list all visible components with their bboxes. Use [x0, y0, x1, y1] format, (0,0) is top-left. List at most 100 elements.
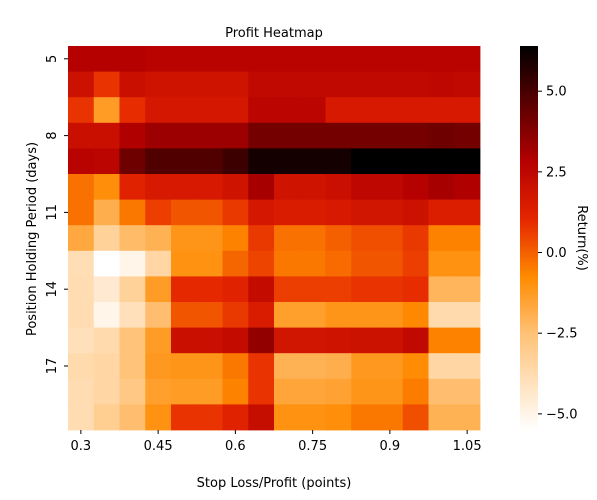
heatmap-cell — [222, 174, 249, 200]
heatmap-cell — [454, 71, 481, 98]
heatmap-cell — [325, 148, 352, 175]
heatmap-cell — [119, 71, 146, 98]
colorbar-tick-label: 5.0 — [546, 85, 567, 100]
heatmap-cell — [402, 46, 429, 72]
heatmap-cell — [299, 302, 326, 328]
heatmap-cell — [351, 276, 378, 303]
heatmap-cell — [274, 71, 301, 98]
heatmap-cell — [377, 302, 404, 328]
heatmap-cell — [119, 250, 146, 277]
heatmap-cell — [274, 327, 301, 354]
y-tick-label: 14 — [45, 281, 60, 298]
colorbar-tick-label: −5.0 — [546, 407, 578, 422]
chart-title: Profit Heatmap — [225, 26, 323, 41]
heatmap-cell — [93, 122, 120, 149]
heatmap-cell — [428, 97, 455, 124]
heatmap-cell — [325, 250, 352, 277]
heatmap-cell — [93, 174, 120, 200]
heatmap-cell — [93, 302, 120, 328]
heatmap-cell — [68, 378, 95, 405]
heatmap-cell — [351, 353, 378, 380]
heatmap-cell — [93, 378, 120, 405]
heatmap-cell — [299, 276, 326, 303]
heatmap-cell — [222, 302, 249, 328]
heatmap-cell — [454, 46, 481, 72]
y-tick-label: 5 — [45, 55, 60, 63]
heatmap-cell — [145, 46, 172, 72]
heatmap-cell — [428, 46, 455, 72]
heatmap-cell — [196, 199, 223, 226]
heatmap-cell — [402, 148, 429, 175]
heatmap-cell — [119, 302, 146, 328]
heatmap-cell — [68, 199, 95, 226]
heatmap-cell — [274, 302, 301, 328]
x-tick-label: 1.05 — [453, 439, 482, 454]
heatmap-cell — [428, 327, 455, 354]
heatmap-cell — [325, 327, 352, 354]
heatmap-cell — [454, 276, 481, 303]
heatmap-cell — [377, 378, 404, 405]
heatmap-cell — [68, 174, 95, 200]
heatmap-cell — [428, 199, 455, 226]
heatmap-cell — [454, 404, 481, 431]
heatmap-cell — [171, 276, 198, 303]
heatmap-cell — [93, 199, 120, 226]
heatmap-cell — [196, 353, 223, 380]
heatmap-cell — [325, 122, 352, 149]
heatmap-cell — [171, 353, 198, 380]
heatmap-cell — [68, 327, 95, 354]
heatmap-cell — [351, 97, 378, 124]
heatmap-cell — [299, 404, 326, 431]
heatmap-cell — [351, 404, 378, 431]
heatmap-cell — [377, 276, 404, 303]
heatmap-cell — [377, 404, 404, 431]
heatmap-cell — [196, 302, 223, 328]
heatmap-cell — [325, 302, 352, 328]
heatmap-cell — [222, 97, 249, 124]
heatmap-cell — [248, 71, 275, 98]
heatmap-cell — [196, 97, 223, 124]
heatmap-cell — [68, 97, 95, 124]
colorbar — [520, 46, 538, 430]
heatmap-cell — [402, 276, 429, 303]
heatmap-cell — [171, 174, 198, 200]
heatmap-cell — [299, 225, 326, 252]
heatmap-cell — [454, 225, 481, 252]
heatmap-cell — [248, 225, 275, 252]
heatmap-cell — [454, 378, 481, 405]
heatmap-cell — [248, 276, 275, 303]
heatmap-cell — [119, 353, 146, 380]
heatmap-cell — [325, 225, 352, 252]
heatmap-cell — [196, 46, 223, 72]
heatmap-cell — [248, 148, 275, 175]
heatmap-cell — [299, 46, 326, 72]
heatmap-cell — [377, 199, 404, 226]
heatmap-cell — [196, 148, 223, 175]
heatmap-cell — [274, 97, 301, 124]
heatmap-cell — [222, 148, 249, 175]
heatmap-cell — [68, 148, 95, 175]
heatmap-cell — [196, 122, 223, 149]
heatmap-cell — [68, 122, 95, 149]
heatmap-cell — [454, 97, 481, 124]
heatmap-cell — [454, 302, 481, 328]
heatmap-cell — [119, 276, 146, 303]
heatmap-cell — [222, 46, 249, 72]
heatmap-cell — [299, 148, 326, 175]
x-tick-label: 0.6 — [225, 439, 246, 454]
heatmap-cell — [274, 122, 301, 149]
heatmap-cell — [171, 122, 198, 149]
heatmap-cell — [196, 225, 223, 252]
heatmap-cell — [402, 250, 429, 277]
heatmap-cell — [145, 174, 172, 200]
heatmap-cell — [248, 353, 275, 380]
heatmap-cell — [171, 97, 198, 124]
heatmap-cell — [454, 174, 481, 200]
heatmap-cell — [299, 250, 326, 277]
heatmap-cell — [402, 71, 429, 98]
heatmap-cell — [171, 225, 198, 252]
colorbar-tick-label: 0.0 — [546, 246, 567, 261]
heatmap-cell — [222, 404, 249, 431]
heatmap-cell — [248, 302, 275, 328]
heatmap-cell — [428, 71, 455, 98]
